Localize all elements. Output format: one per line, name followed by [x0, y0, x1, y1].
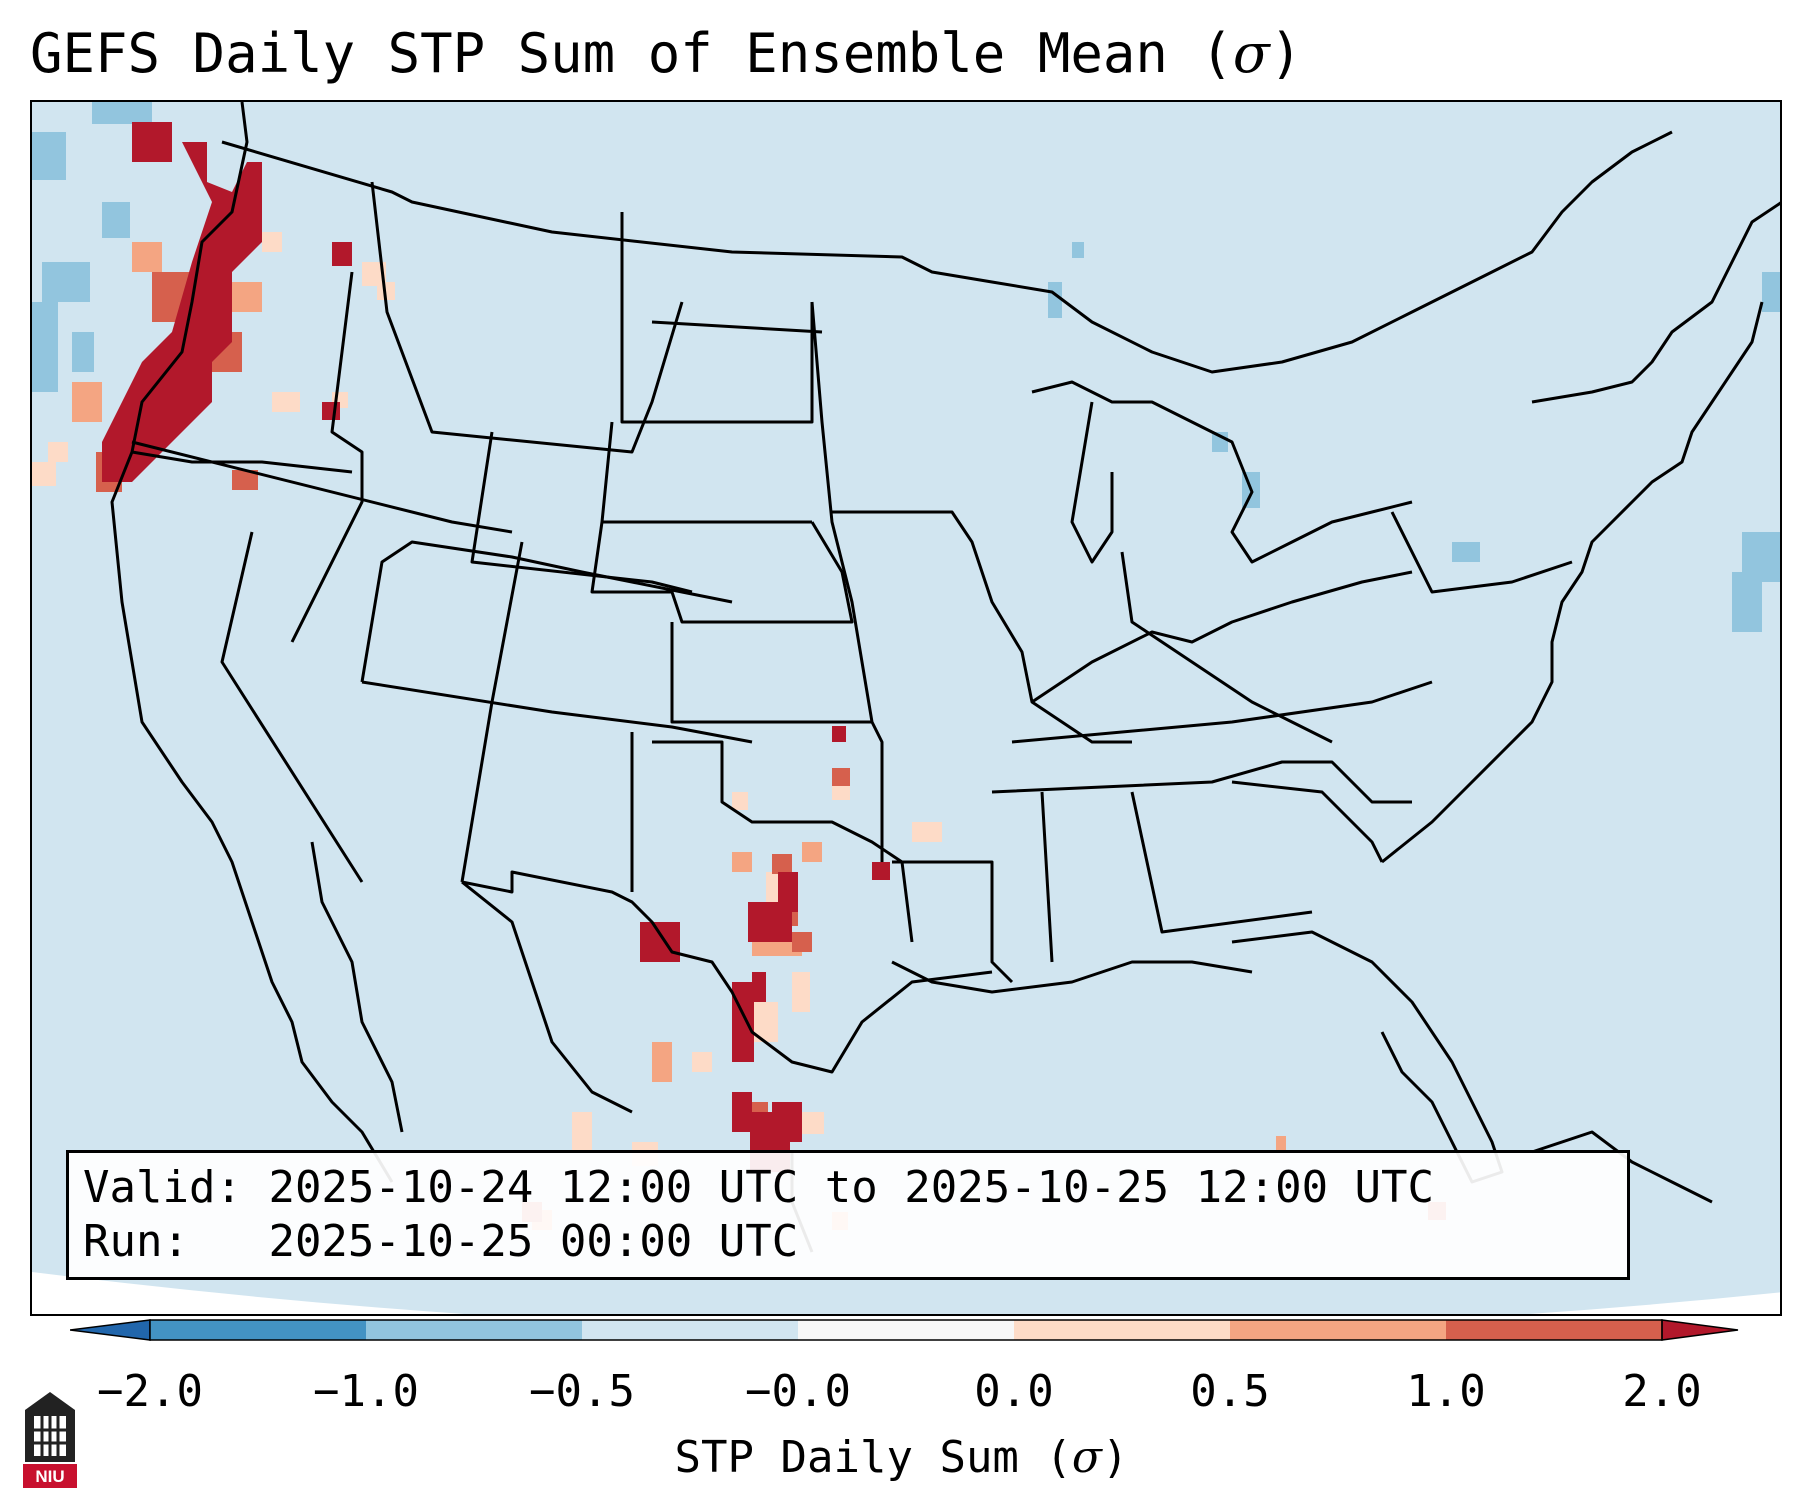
colorbar-segment-3 — [582, 1320, 798, 1340]
colorbar-segment-1 — [150, 1320, 366, 1340]
map-canvas — [32, 102, 1780, 1314]
tick-label: 0.5 — [1190, 1366, 1270, 1417]
kansas-ok — [652, 622, 914, 943]
ut-az — [360, 540, 733, 683]
montana — [370, 181, 684, 454]
tick-label: −2.0 — [97, 1366, 203, 1417]
great-lakes — [1031, 380, 1413, 564]
tick-label: 2.0 — [1622, 1366, 1702, 1417]
tn-ky — [1011, 680, 1433, 744]
tick-label: −0.0 — [745, 1366, 851, 1417]
map-domain-fill — [32, 102, 1780, 1314]
florida — [1231, 930, 1504, 1184]
tick-label: −1.0 — [313, 1366, 419, 1417]
ohio-river — [1031, 570, 1413, 704]
colorbar — [70, 1319, 1739, 1341]
map-title: GEFS Daily STP Sum of Ensemble Mean (σ) — [30, 22, 1303, 85]
nv-ca — [220, 531, 364, 883]
baja — [310, 841, 404, 1133]
colorbar-segment-6 — [1230, 1320, 1446, 1340]
deep-south — [991, 760, 1412, 804]
political-boundaries — [110, 102, 1780, 1253]
co-ks — [460, 541, 524, 883]
colorbar-segment-4 — [798, 1320, 1014, 1340]
east-coast — [1381, 301, 1764, 864]
ny-pa — [1390, 511, 1573, 594]
colorbar-ticks: −2.0 −1.0 −0.5 −0.0 0.0 0.5 1.0 2.0 — [0, 1366, 1803, 1426]
nebraska — [590, 521, 854, 624]
valid-label: Valid: — [83, 1162, 242, 1213]
tick-label: −0.5 — [529, 1366, 635, 1417]
colorbar-label: STP Daily Sum (σ) — [674, 1432, 1129, 1483]
run-time: 2025-10-25 00:00 UTC — [268, 1216, 799, 1267]
wyoming — [470, 431, 693, 594]
tick-label: 0.0 — [974, 1366, 1054, 1417]
new-england — [1531, 201, 1780, 404]
valid-run-info-box: Valid: 2025-10-24 12:00 UTC to 2025-10-2… — [66, 1150, 1630, 1280]
lake-michigan — [1070, 401, 1114, 564]
or-nv-id — [131, 440, 513, 534]
us-canada-border — [221, 130, 1673, 374]
negative-anomaly-cells — [32, 102, 1780, 632]
coastline-west — [110, 102, 394, 1183]
colorbar-segment-7 — [1446, 1320, 1662, 1340]
or-wa — [131, 450, 353, 474]
az-nm — [361, 680, 753, 744]
colorbar-segment-5 — [1014, 1320, 1230, 1340]
map-panel — [30, 100, 1782, 1316]
valid-range: 2025-10-24 12:00 UTC to 2025-10-25 12:00… — [268, 1162, 1435, 1213]
niu-logo-icon: NIU — [23, 1392, 77, 1488]
colorbar-extend-high — [1661, 1319, 1739, 1341]
colorbar-extend-low — [70, 1319, 151, 1341]
idaho-border — [290, 271, 364, 643]
appalachia — [1120, 551, 1333, 744]
svg-text:NIU: NIU — [35, 1467, 64, 1486]
southeast — [892, 780, 1384, 984]
colorbar-segment-2 — [366, 1320, 582, 1340]
caribbean — [1531, 1130, 1713, 1204]
gulf-coast — [891, 960, 1253, 994]
run-label: Run: — [83, 1216, 189, 1267]
texas — [461, 870, 993, 1074]
tick-label: 1.0 — [1406, 1366, 1486, 1417]
iowa-mn — [810, 301, 884, 862]
